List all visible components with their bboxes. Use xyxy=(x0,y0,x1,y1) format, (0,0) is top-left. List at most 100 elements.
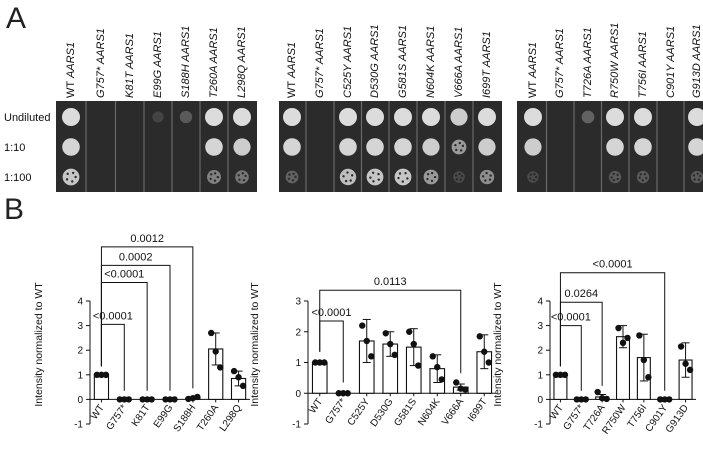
colony-spot xyxy=(688,108,703,126)
x-tick-label: WT xyxy=(548,403,566,422)
colony-spot xyxy=(478,108,496,126)
y-tick-label: -1 xyxy=(292,420,301,431)
plate-background xyxy=(279,101,502,192)
x-tick-label: N604K xyxy=(416,396,443,428)
colony-speckle xyxy=(455,178,459,181)
mutation-name: T756I xyxy=(637,67,649,98)
colony-speckle xyxy=(369,176,372,179)
data-point xyxy=(230,367,238,375)
colony-speckle xyxy=(426,172,430,176)
strain-label: WT AARS1 xyxy=(527,42,539,98)
colony-speckle xyxy=(401,180,404,183)
colony-speckle xyxy=(645,176,648,180)
colony-speckle xyxy=(241,172,244,175)
colony-speckle xyxy=(643,172,647,176)
y-tick-label: -1 xyxy=(74,420,83,431)
colony-spot xyxy=(366,168,384,186)
colony-speckle xyxy=(430,179,434,183)
strain-label: G757* AARS1 xyxy=(314,28,326,98)
colony-speckle xyxy=(372,180,375,183)
colony-speckle xyxy=(242,178,246,182)
data-point xyxy=(619,339,627,347)
colony-spot xyxy=(366,108,384,126)
data-point xyxy=(344,390,351,397)
colony-speckle xyxy=(377,172,380,176)
colony-spot xyxy=(283,108,301,126)
spot-plate-3: WT AARS1 G757* AARS1 T726A AARS1 R750W AARS… xyxy=(517,23,703,192)
gene-name: AARS1 xyxy=(342,26,354,63)
colony-speckle xyxy=(350,174,354,177)
colony-speckle xyxy=(66,172,69,176)
mutation-name: R750W xyxy=(609,59,621,98)
strain-label: N604K AARS1 xyxy=(425,26,437,98)
data-point xyxy=(116,396,123,403)
colony-speckle xyxy=(244,174,247,178)
p-value-label: 0.0012 xyxy=(130,233,164,245)
y-tick-label: 1 xyxy=(295,358,301,369)
colony-spot xyxy=(339,168,357,186)
colony-speckle xyxy=(237,174,240,177)
colony-speckle xyxy=(344,179,348,183)
colony-spot xyxy=(394,108,412,126)
data-point xyxy=(194,393,201,401)
data-point xyxy=(686,366,694,374)
colony-speckle xyxy=(641,179,645,182)
strain-label: WT AARS1 xyxy=(286,42,298,98)
strain-label: D530G AARS1 xyxy=(369,24,381,98)
gene-name: AARS1 xyxy=(397,25,409,62)
data-point xyxy=(666,396,673,403)
y-tick-label: 3 xyxy=(295,297,301,308)
data-point xyxy=(208,329,215,337)
data-point xyxy=(661,396,668,403)
colony-speckle xyxy=(484,179,487,182)
strain-label: R750W AARS1 xyxy=(609,23,621,98)
colony-speckle xyxy=(529,173,532,177)
strain-label: G757* AARS1 xyxy=(95,28,107,98)
gene-name: AARS1 xyxy=(95,28,107,65)
colony-spot xyxy=(422,138,440,156)
colony-speckle xyxy=(288,173,291,176)
colony-speckle xyxy=(426,177,429,181)
strain-label: S188H AARS1 xyxy=(180,26,192,98)
colony-spot xyxy=(339,108,357,126)
strain-label: G757* AARS1 xyxy=(554,28,566,98)
data-point xyxy=(121,396,128,403)
colony-speckle xyxy=(533,173,536,176)
colony-speckle xyxy=(612,178,616,182)
bar xyxy=(93,374,110,400)
mutation-name: WT xyxy=(65,78,77,98)
y-tick-label: 2 xyxy=(295,327,301,338)
data-point xyxy=(429,353,436,360)
colony-speckle xyxy=(65,178,69,181)
colony-speckle xyxy=(532,178,536,182)
colony-speckle xyxy=(612,172,615,176)
data-point xyxy=(410,340,417,348)
colony-speckle xyxy=(458,141,462,145)
mutation-name: T726A xyxy=(582,63,594,98)
mutation-name: WT xyxy=(286,78,298,98)
colony-speckle xyxy=(455,148,458,152)
colony-speckle xyxy=(213,172,217,175)
colony-speckle xyxy=(638,176,641,179)
x-tick-label: L298Q xyxy=(218,403,244,434)
data-point xyxy=(485,359,492,366)
y-tick-label: 3 xyxy=(77,321,83,332)
gene-name: AARS1 xyxy=(691,24,703,61)
gene-name: AARS1 xyxy=(369,24,381,61)
gene-name: AARS1 xyxy=(527,42,539,79)
colony-speckle xyxy=(534,175,538,179)
data-point xyxy=(125,396,132,403)
data-point xyxy=(434,363,441,371)
gene-name: AARS1 xyxy=(637,31,649,68)
colony-spot xyxy=(235,170,249,184)
colony-speckle xyxy=(485,171,488,175)
colony-spot xyxy=(339,138,357,156)
colony-speckle xyxy=(294,175,297,179)
colony-speckle xyxy=(461,144,465,148)
dilution-label: 1:100 xyxy=(4,172,32,184)
colony-speckle xyxy=(616,173,619,177)
data-point xyxy=(148,396,155,403)
mutation-name: G757* xyxy=(314,64,326,98)
strain-label: C525Y AARS1 xyxy=(342,26,354,98)
bar xyxy=(311,361,328,394)
